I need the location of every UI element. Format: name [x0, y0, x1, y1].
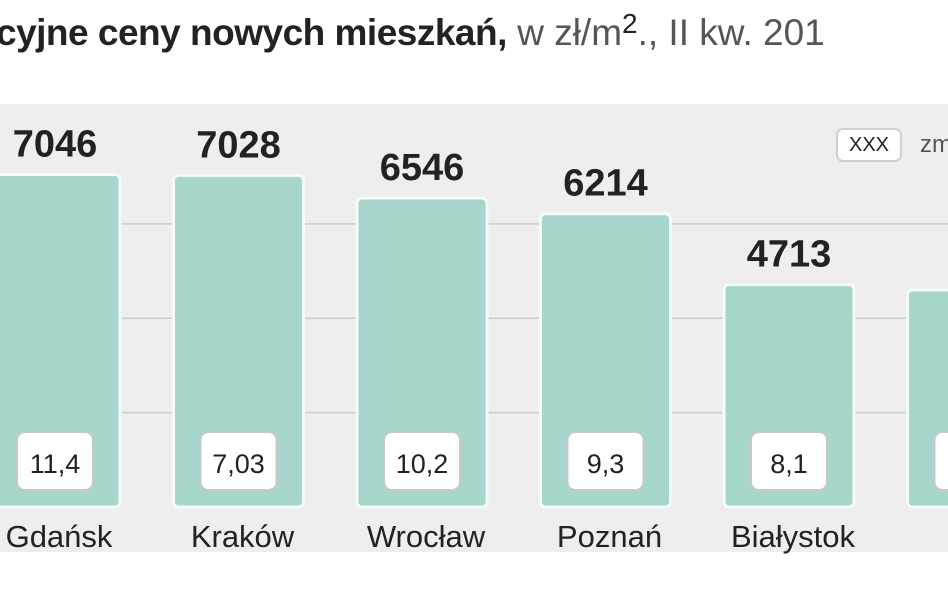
category-label: Kraków — [191, 519, 295, 554]
bar-value-label: 7046 — [13, 123, 98, 165]
category-label: Gdańsk — [6, 519, 113, 554]
change-box-label: 10,2 — [396, 449, 449, 479]
change-box — [566, 431, 645, 491]
change-box — [750, 431, 828, 491]
chart-title-unit: w zł/m — [517, 12, 623, 53]
chart-title-bold: cyjne ceny nowych mieszkań, — [0, 12, 507, 53]
category-label: Poznań — [557, 519, 662, 554]
change-box — [933, 431, 948, 491]
legend-change-label: zm — [920, 131, 948, 158]
change-box — [199, 431, 278, 491]
chart-title-superscript: 2 — [622, 8, 638, 39]
bar-value-label: 7028 — [196, 124, 281, 166]
bar-2 — [172, 173, 305, 509]
chart-title: cyjne ceny nowych mieszkań, w zł/m2., II… — [0, 8, 825, 58]
change-box — [383, 431, 461, 491]
chart-title-period: ., II kw. 201 — [637, 12, 825, 53]
category-label: Białystok — [731, 519, 856, 554]
category-label: Wrocław — [367, 519, 486, 554]
change-box — [16, 431, 94, 491]
legend-change-box: XXX — [836, 128, 902, 162]
bar-value-label: 4713 — [747, 234, 832, 276]
change-box-label: 9,3 — [587, 449, 625, 479]
change-box-label: 7,03 — [212, 449, 265, 479]
bar-value-label: 6546 — [380, 147, 465, 189]
change-box-label: 11,4 — [30, 449, 81, 479]
bar-1 — [0, 172, 122, 509]
bar-value-label: 6214 — [563, 163, 648, 205]
bar-3 — [355, 196, 489, 509]
change-box-label: 8,1 — [770, 449, 808, 479]
